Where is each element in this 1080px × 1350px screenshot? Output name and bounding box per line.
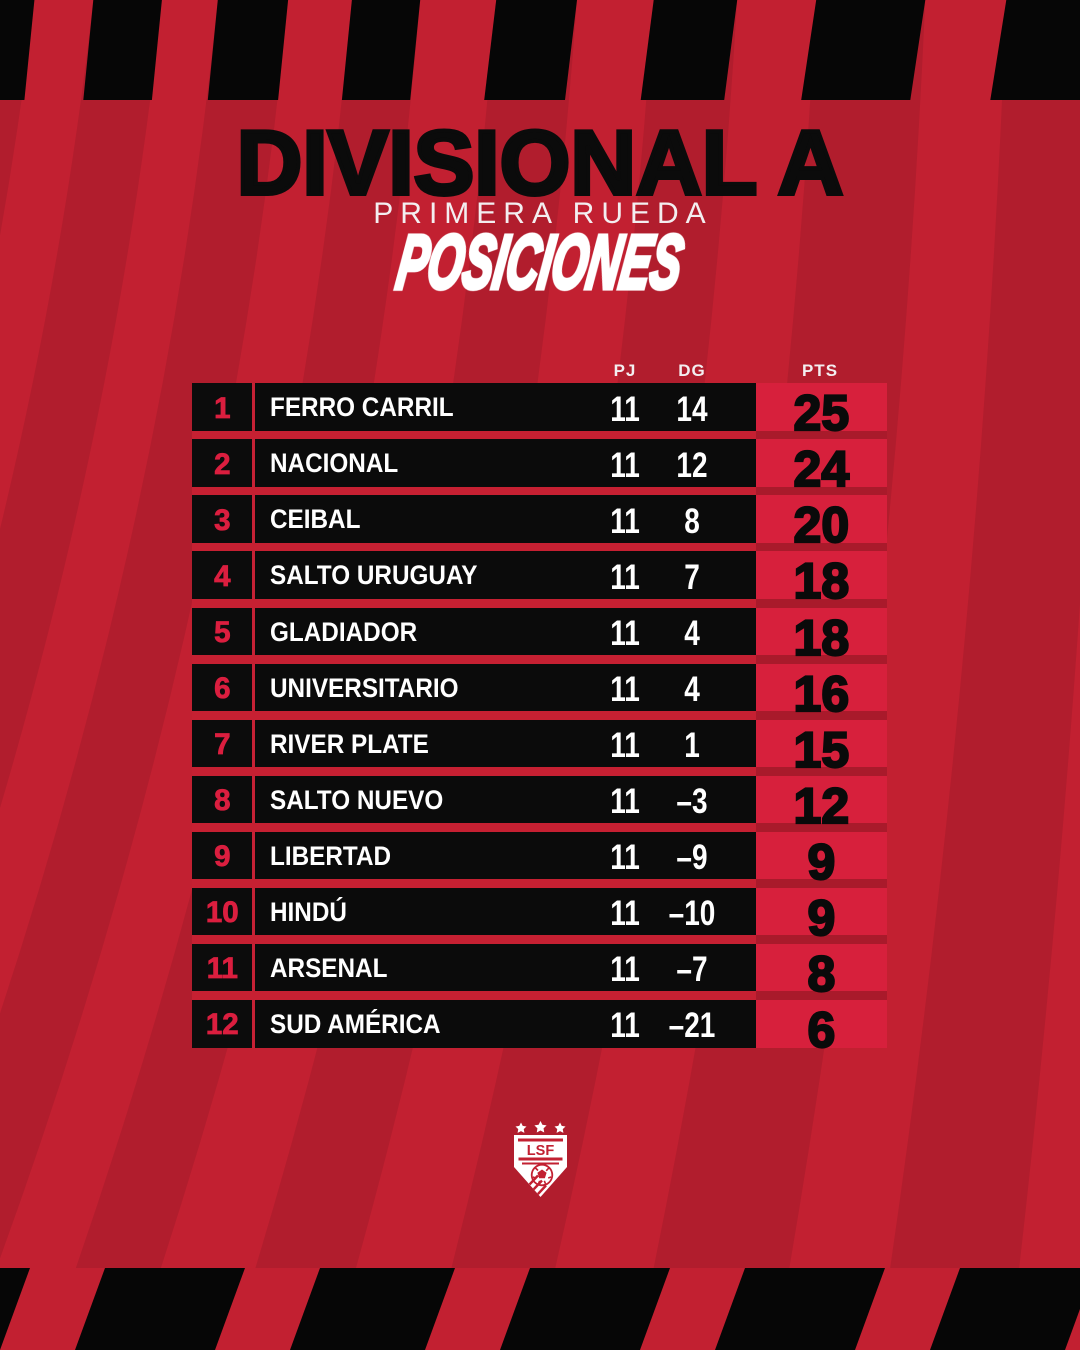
svg-text:LSF: LSF: [527, 1143, 555, 1159]
